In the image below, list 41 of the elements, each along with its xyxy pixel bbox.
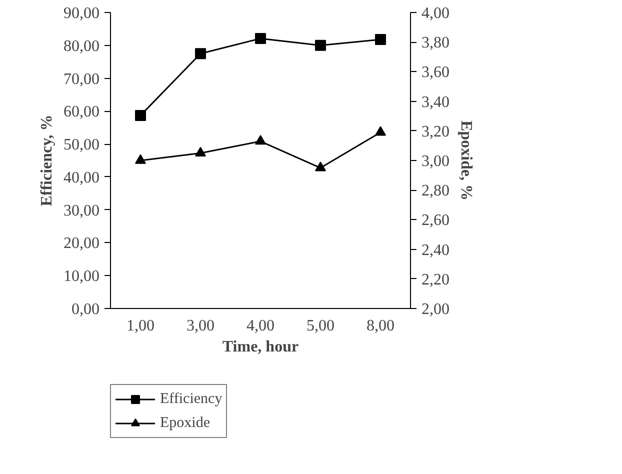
y2-tick-label: 2,60 xyxy=(422,212,450,230)
y-tick-label: 30,00 xyxy=(64,202,100,220)
y-tick-label: 90,00 xyxy=(64,5,100,22)
x-tick-label: 4,00 xyxy=(246,318,274,334)
y-tick-label: 10,00 xyxy=(64,268,100,286)
legend-label: Epoxide xyxy=(160,414,210,432)
y2-tick-label: 4,00 xyxy=(422,5,450,22)
point xyxy=(135,154,146,164)
y2-axis-title: Epoxide, % xyxy=(458,120,474,201)
y2-tick-label: 3,40 xyxy=(422,94,450,111)
y2-tick-label: 3,80 xyxy=(422,34,450,52)
x-axis-title: Time, hour xyxy=(222,338,299,356)
x-tick-label: 1,00 xyxy=(126,318,154,334)
point xyxy=(255,134,266,145)
y2-tick-label: 2,40 xyxy=(422,242,450,259)
point xyxy=(135,110,146,121)
point xyxy=(315,162,326,172)
y-tick-label: 0,00 xyxy=(72,301,100,318)
y-axis-title: Efficiency, % xyxy=(38,114,56,206)
y-tick-label: 60,00 xyxy=(64,104,100,121)
x-tick-label: 3,00 xyxy=(186,318,214,334)
point xyxy=(195,48,206,60)
y-tick-label: 70,00 xyxy=(64,70,100,88)
y-tick-label: 50,00 xyxy=(64,136,100,154)
point xyxy=(375,126,386,136)
point xyxy=(375,34,386,45)
y2-tick-label: 3,00 xyxy=(422,153,450,170)
point xyxy=(255,32,266,44)
x-tick-label: 8,00 xyxy=(366,318,394,334)
y2-tick-label: 2,80 xyxy=(422,182,450,200)
y2-tick-label: 2,20 xyxy=(422,271,450,288)
y2-tick-label: 3,20 xyxy=(422,123,450,140)
x-tick-label: 5,00 xyxy=(306,318,334,334)
point xyxy=(195,146,206,156)
y-tick-label: 40,00 xyxy=(64,169,100,186)
y-tick-label: 20,00 xyxy=(64,235,100,252)
y2-tick-label: 2,00 xyxy=(422,301,450,318)
legend-label: Efficiency xyxy=(160,390,222,408)
y-tick-label: 80,00 xyxy=(64,38,100,55)
y2-tick-label: 3,60 xyxy=(422,64,450,82)
point xyxy=(315,40,326,51)
